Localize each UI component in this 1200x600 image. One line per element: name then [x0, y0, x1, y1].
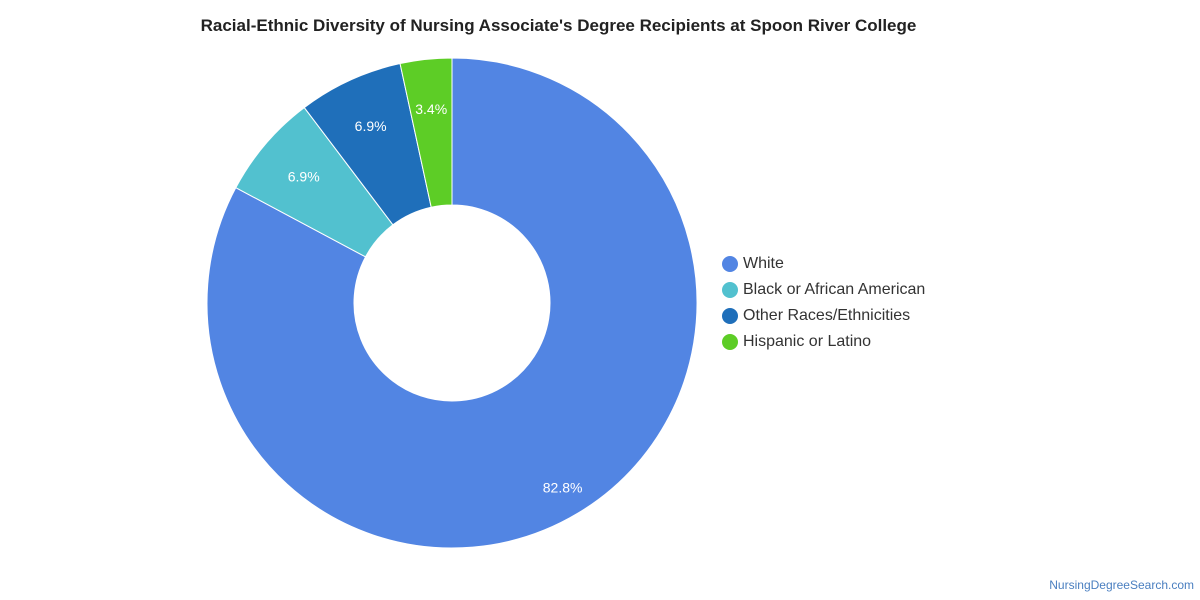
legend-item-other-races[interactable]: Other Races/Ethnicities	[720, 306, 1020, 332]
data-label-hispanic-or-latino: 3.4%	[415, 101, 447, 117]
data-label-white: 82.8%	[543, 479, 583, 495]
donut-slice-hispanic-or-latino[interactable]	[399, 57, 453, 208]
legend-item-black-or-african-american[interactable]: Black or African American	[720, 280, 1020, 306]
legend-swatch-other-races	[722, 308, 738, 324]
legend-item-hispanic-or-latino[interactable]: Hispanic or Latino	[720, 332, 1020, 358]
source-credit[interactable]: NursingDegreeSearch.com	[1049, 578, 1194, 592]
data-label-other-races-ethnicities: 6.9%	[355, 118, 387, 134]
legend-swatch-black-or-african-american	[722, 282, 738, 298]
legend: White Black or African American Other Ra…	[720, 254, 1020, 358]
legend-item-white[interactable]: White	[720, 254, 1020, 280]
legend-swatch-white	[722, 256, 738, 272]
data-label-black-or-african-american: 6.9%	[288, 168, 320, 184]
legend-label-black-or-african-american: Black or African American	[743, 281, 926, 298]
legend-swatch-hispanic-or-latino	[722, 334, 738, 350]
legend-label-other-races: Other Races/Ethnicities	[743, 307, 911, 324]
legend-label-hispanic-or-latino: Hispanic or Latino	[743, 333, 872, 350]
legend-label-white: White	[743, 255, 784, 272]
chart-title: Racial-Ethnic Diversity of Nursing Assoc…	[200, 16, 917, 35]
donut-slice-white[interactable]	[206, 57, 698, 549]
